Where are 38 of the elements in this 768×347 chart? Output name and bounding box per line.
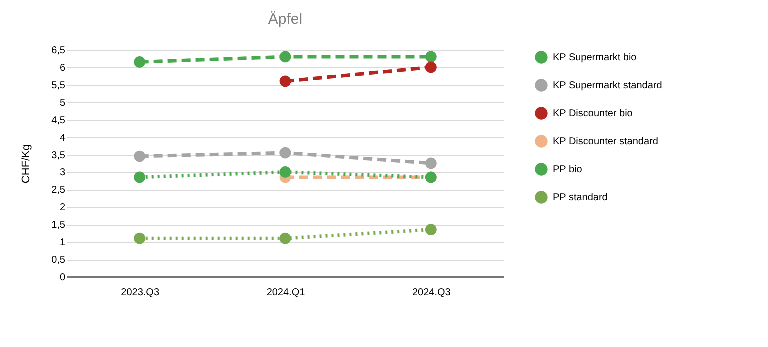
- point: [134, 56, 146, 68]
- y-axis-title: CHF/Kg: [20, 144, 33, 184]
- point: [134, 232, 146, 244]
- point: [425, 51, 437, 63]
- y-tick-label: 2,5: [52, 185, 66, 196]
- y-tick-label: 3: [60, 168, 66, 179]
- y-tick-label: 0: [60, 272, 66, 284]
- y-tick-label: 5,5: [52, 80, 66, 92]
- y-tick-label: 4: [60, 132, 66, 144]
- y-tick-label: 3,5: [52, 150, 66, 162]
- y-tick-label: 0,5: [52, 255, 66, 266]
- point: [280, 232, 292, 244]
- point: [280, 147, 292, 159]
- point: [425, 158, 437, 170]
- legend-label: PP bio: [553, 164, 583, 176]
- y-tick-label: 4,5: [52, 115, 66, 126]
- point: [425, 62, 437, 74]
- point: [280, 76, 292, 88]
- y-tick-label: 6,5: [52, 46, 66, 56]
- point: [134, 172, 146, 184]
- legend-label: KP Supermarkt standard: [553, 80, 662, 92]
- legend-label: KP Supermarkt bio: [553, 52, 638, 64]
- point: [425, 224, 437, 236]
- legend-label: PP standard: [553, 192, 608, 204]
- x-tick-label: 2023.Q3: [121, 288, 160, 298]
- point: [280, 51, 292, 63]
- chart-title: Äpfel: [268, 11, 303, 28]
- y-tick-label: 2: [60, 202, 66, 214]
- y-tick-label: 5: [60, 98, 66, 109]
- x-tick-label: 2024.Q3: [412, 288, 452, 298]
- legend-label: KP Discounter bio: [553, 108, 634, 120]
- point: [134, 150, 146, 162]
- y-tick-label: 6: [60, 62, 66, 74]
- y-tick-label: 1,5: [52, 220, 66, 232]
- legend-label: KP Discounter standard: [553, 136, 658, 148]
- x-tick-label: 2024.Q1: [266, 288, 306, 298]
- point: [280, 166, 292, 178]
- y-tick-label: 1: [60, 238, 66, 249]
